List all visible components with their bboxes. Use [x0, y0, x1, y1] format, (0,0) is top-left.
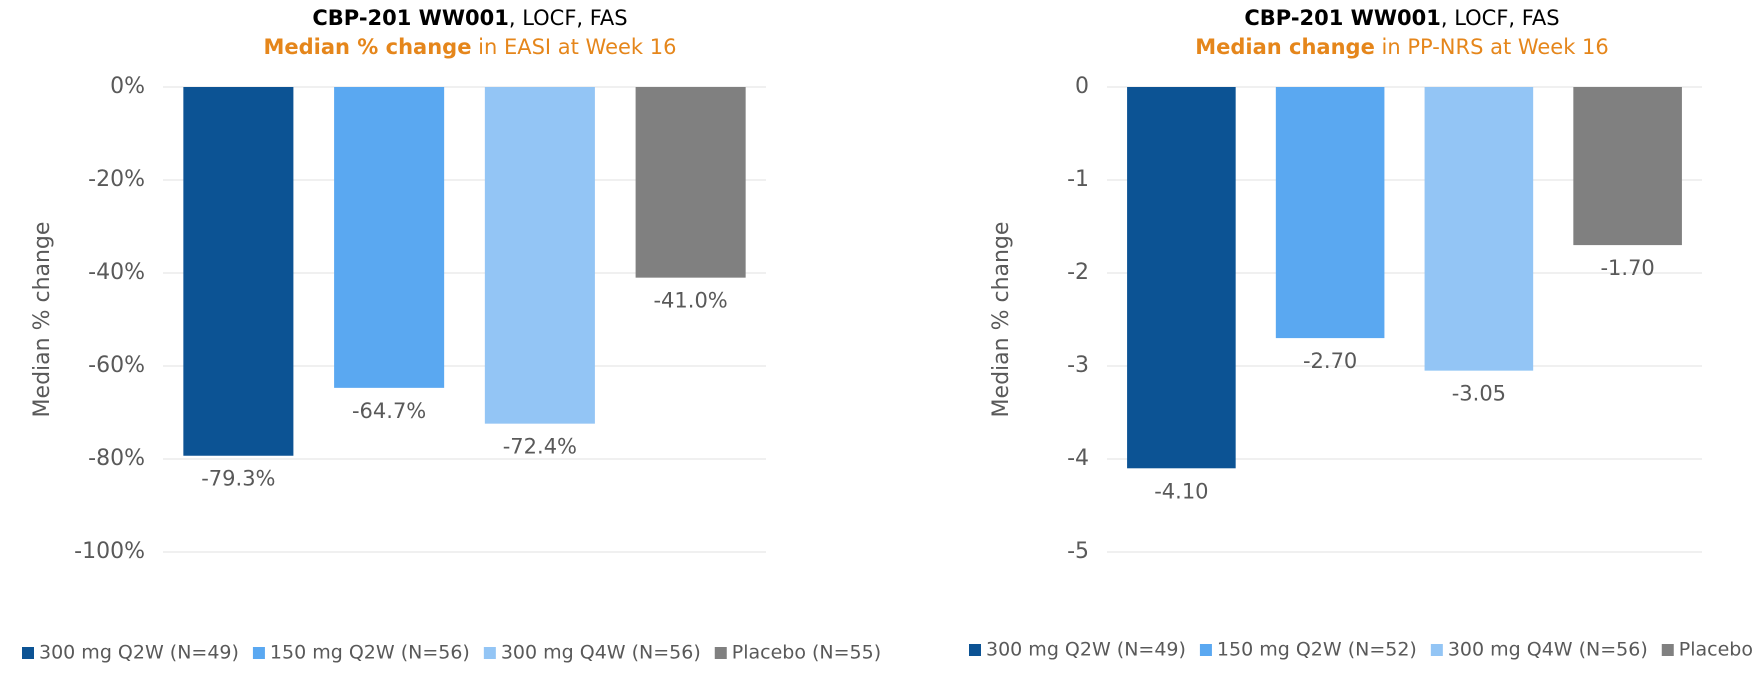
y-tick-label: -2: [1067, 260, 1089, 285]
value-label: -72.4%: [503, 435, 577, 459]
subtitle-part: in PP-NRS at Week 16: [1375, 35, 1609, 59]
y-tick-label: 0%: [110, 74, 145, 99]
legend-swatch: [1430, 644, 1443, 656]
title-part: CBP-201 WW001: [1244, 6, 1440, 30]
value-label: -79.3%: [201, 467, 275, 491]
value-label: -1.70: [1600, 256, 1654, 280]
y-axis-label: Median % change: [30, 222, 55, 418]
bar: [1573, 87, 1682, 246]
subtitle-part: Median change: [1195, 35, 1375, 59]
legend-label: 300 mg Q2W (N=49): [39, 642, 239, 664]
legend-label: 300 mg Q2W (N=49): [986, 639, 1186, 661]
y-tick-label: -1: [1067, 167, 1089, 192]
legend-label: Placebo (N=55): [732, 642, 881, 664]
legend-swatch: [714, 647, 727, 659]
title-part: CBP-201 WW001: [312, 6, 508, 30]
bar: [1424, 87, 1534, 371]
y-axis-label: Median % change: [989, 222, 1014, 418]
legend-swatch: [1199, 644, 1212, 656]
y-tick-label: -60%: [88, 353, 145, 378]
chart-title: CBP-201 WW001, LOCF, FAS: [312, 6, 627, 30]
y-tick-label: -20%: [88, 167, 145, 192]
legend-swatch: [969, 644, 981, 656]
y-tick-label: -100%: [74, 539, 145, 564]
subtitle-part: Median % change: [264, 35, 472, 59]
bar: [1275, 87, 1385, 339]
value-label: -64.7%: [352, 399, 426, 423]
legend-label: 150 mg Q2W (N=52): [1217, 639, 1417, 661]
chart-title: CBP-201 WW001, LOCF, FAS: [1244, 6, 1559, 30]
legend-label: Placebo (N=51): [1679, 639, 1755, 661]
chart-subtitle: Median change in PP-NRS at Week 16: [1195, 35, 1609, 59]
legend-swatch: [483, 647, 496, 659]
title-part: , LOCF, FAS: [509, 6, 628, 30]
y-tick-label: -80%: [88, 446, 145, 471]
y-tick-label: -4: [1067, 446, 1089, 471]
title-part: , LOCF, FAS: [1441, 6, 1560, 30]
legend-swatch: [252, 647, 265, 659]
y-tick-label: -3: [1067, 353, 1089, 378]
value-label: -2.70: [1303, 349, 1357, 373]
legend-label: 300 mg Q4W (N=56): [501, 642, 701, 664]
bar: [183, 87, 294, 456]
legend-label: 300 mg Q4W (N=56): [1448, 639, 1648, 661]
chart-subtitle: Median % change in EASI at Week 16: [264, 35, 677, 59]
legend-swatch: [1661, 644, 1674, 656]
y-tick-label: -40%: [88, 260, 145, 285]
bar: [334, 87, 445, 388]
value-label: -41.0%: [653, 289, 727, 313]
legend-label: 150 mg Q2W (N=56): [270, 642, 470, 664]
value-label: -4.10: [1154, 479, 1208, 503]
bar: [635, 87, 746, 278]
subtitle-part: in EASI at Week 16: [471, 35, 676, 59]
value-label: -3.05: [1452, 382, 1506, 406]
legend-swatch: [22, 647, 34, 659]
bar: [1127, 87, 1236, 469]
y-tick-label: 0: [1075, 74, 1089, 99]
y-tick-label: -5: [1067, 539, 1089, 564]
bar: [484, 87, 595, 424]
